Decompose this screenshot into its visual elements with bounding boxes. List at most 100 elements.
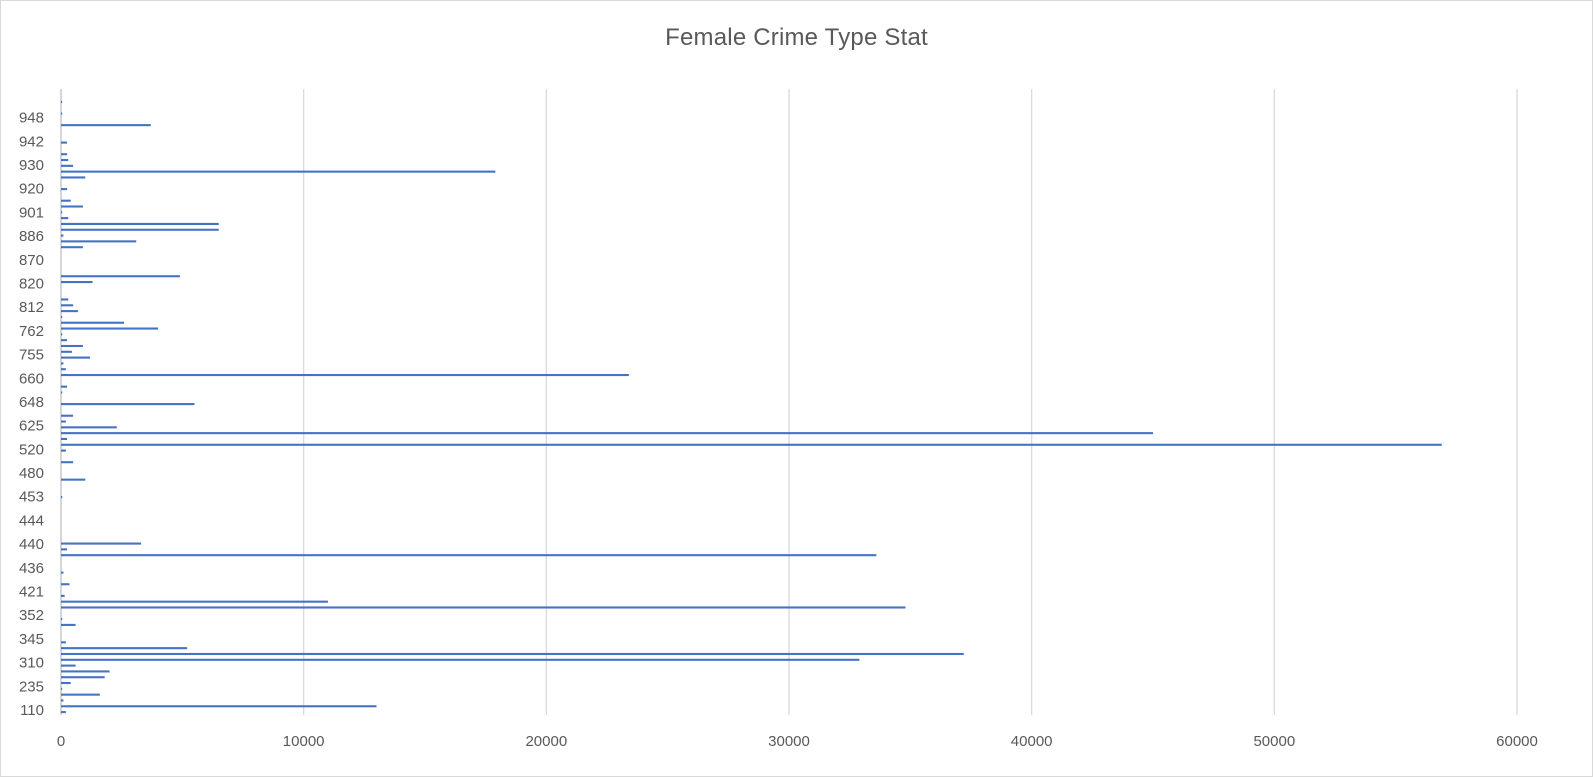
y-tick-label: 110: [20, 702, 44, 719]
x-tick-label: 0: [57, 733, 65, 750]
bar: [61, 222, 219, 225]
bar: [61, 350, 72, 353]
bar: [61, 496, 63, 499]
y-axis-tick-labels: 110 235 310 345 352 421 436 440 444 453 480 520 625 6…: [19, 110, 44, 719]
bars-layer: [61, 100, 1442, 714]
y-tick-label: 480: [19, 465, 44, 482]
bar: [61, 176, 86, 179]
bar: [61, 304, 74, 307]
x-axis-tick-labels: 0 10000 20000 30000 40000 50000 60000: [57, 733, 1538, 750]
bar: [61, 327, 159, 330]
bar: [61, 310, 78, 313]
bar: [61, 658, 860, 661]
bar: [61, 623, 76, 626]
bar: [61, 100, 63, 103]
bar: [61, 606, 906, 609]
bar: [61, 385, 68, 388]
y-tick-label: 870: [19, 252, 44, 269]
y-tick-label: 625: [19, 418, 44, 435]
bar: [61, 112, 63, 115]
bar: [61, 391, 63, 394]
bar: [61, 594, 65, 597]
bar: [61, 228, 219, 231]
y-tick-label: 421: [19, 584, 44, 601]
bar: [61, 373, 629, 377]
y-tick-label: 948: [19, 110, 44, 127]
grid-layer: [60, 89, 1518, 715]
y-tick-label: 930: [19, 157, 44, 174]
y-tick-label: 942: [19, 133, 44, 150]
y-tick-label: 520: [19, 441, 44, 458]
bar: [61, 693, 100, 696]
bar: [61, 333, 63, 336]
y-tick-label: 901: [19, 204, 44, 221]
y-tick-label: 444: [19, 512, 44, 529]
bar: [61, 344, 83, 348]
bar: [61, 403, 195, 406]
x-tick-label: 40000: [1011, 733, 1053, 750]
bar: [61, 188, 68, 191]
bar: [61, 356, 91, 359]
y-tick-label: 440: [19, 536, 44, 553]
y-tick-label: 820: [19, 276, 44, 293]
x-tick-label: 30000: [768, 733, 810, 750]
bar: [61, 298, 69, 301]
bar: [61, 199, 71, 202]
bar: [61, 705, 377, 708]
bar: [61, 153, 68, 156]
y-tick-label: 762: [19, 323, 44, 340]
y-tick-label: 920: [19, 181, 44, 198]
bar: [61, 339, 68, 342]
bar: [61, 246, 83, 249]
chart-title: Female Crime Type Stat: [665, 24, 928, 51]
bar: [61, 641, 66, 644]
bar: [61, 449, 66, 452]
bar: [61, 234, 64, 237]
y-tick-label: 453: [19, 489, 44, 506]
bar: [61, 711, 66, 714]
bar: [61, 170, 496, 173]
bar: [61, 205, 83, 208]
bar: [61, 548, 68, 551]
bar: [61, 600, 328, 603]
y-tick-label: 660: [19, 370, 44, 387]
bar: [61, 275, 180, 278]
bar: [61, 687, 63, 690]
bar: [61, 124, 151, 127]
bar: [61, 554, 877, 557]
bar: [61, 437, 68, 441]
bar: [61, 217, 69, 220]
bar: [61, 583, 70, 586]
bar: [61, 664, 76, 667]
bar: [61, 426, 117, 429]
bar: [61, 652, 964, 656]
x-tick-label: 60000: [1496, 733, 1538, 750]
bar: [61, 240, 137, 243]
bar: [61, 478, 86, 481]
bar: [61, 414, 74, 417]
bar: [61, 618, 63, 621]
x-tick-label: 20000: [525, 733, 567, 750]
y-tick-label: 310: [19, 655, 44, 672]
y-tick-label: 345: [19, 631, 44, 648]
bar: [61, 432, 1153, 435]
bar: [61, 699, 64, 702]
y-tick-label: 812: [19, 299, 44, 316]
bar: [61, 443, 1442, 446]
bar: [61, 670, 110, 673]
y-tick-label: 436: [19, 560, 44, 577]
bar: [61, 164, 74, 167]
y-tick-label: 648: [19, 394, 44, 411]
bar: [61, 158, 69, 162]
y-tick-label: 235: [19, 678, 44, 695]
y-tick-label: 352: [19, 607, 44, 624]
bar: [61, 676, 105, 679]
bar: [61, 681, 71, 685]
bar: [61, 211, 63, 214]
bar: [61, 420, 66, 423]
bar: [61, 315, 63, 318]
bar: [61, 281, 93, 284]
y-tick-label: 886: [19, 228, 44, 245]
